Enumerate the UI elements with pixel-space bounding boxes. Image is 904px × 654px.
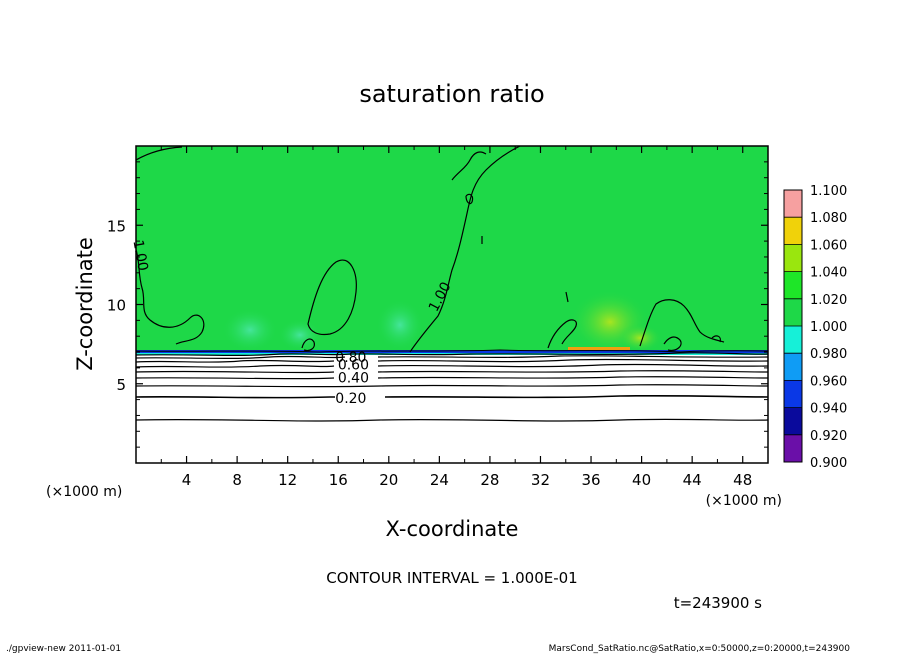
y-tick-label: 15 bbox=[107, 217, 126, 235]
colorbar-swatch bbox=[784, 298, 802, 326]
x-tick-label: 48 bbox=[733, 471, 752, 489]
x-unit-label: (×1000 m) bbox=[706, 493, 782, 509]
colorbar-label: 0.960 bbox=[810, 374, 847, 389]
colorbar-swatch bbox=[784, 434, 802, 462]
contour-label: 0.60 bbox=[338, 358, 369, 374]
x-ticks: 4 8 12 16 20 24 28 32 36 40 44 48 bbox=[160, 146, 752, 489]
colorbar-label: 0.920 bbox=[810, 429, 847, 444]
contour-label: 0.80 bbox=[335, 350, 366, 366]
colorbar-swatch bbox=[784, 326, 802, 354]
moist-patch bbox=[278, 319, 322, 351]
x-tick-label: 24 bbox=[430, 471, 449, 489]
supersat-patch bbox=[618, 324, 662, 352]
colorbar-label: 0.900 bbox=[810, 456, 847, 471]
colorbar-label: 1.000 bbox=[810, 320, 847, 335]
colorbar-label: 1.100 bbox=[810, 184, 847, 199]
colorbar-swatch bbox=[784, 380, 802, 408]
x-tick-label: 32 bbox=[531, 471, 550, 489]
moist-patch bbox=[222, 308, 278, 352]
contour-lines bbox=[136, 146, 768, 422]
contour-label: 0.40 bbox=[338, 370, 369, 386]
colorbar-label: 1.080 bbox=[810, 211, 847, 226]
colorbar-label: 1.020 bbox=[810, 293, 847, 308]
colorbar-swatch bbox=[784, 244, 802, 272]
contour-interval-text: CONTOUR INTERVAL = 1.000E-01 bbox=[326, 569, 577, 587]
y-tick-label: 10 bbox=[107, 297, 126, 315]
colorbar-label: 0.980 bbox=[810, 347, 847, 362]
colorbar-label: 1.040 bbox=[810, 266, 847, 281]
x-tick-label: 12 bbox=[278, 471, 297, 489]
contour-label: 0.20 bbox=[335, 391, 366, 407]
moist-patch bbox=[376, 299, 424, 351]
colorbar-swatch bbox=[784, 353, 802, 381]
contour-label: 1.00 bbox=[129, 239, 150, 272]
time-text: t=243900 s bbox=[674, 594, 762, 612]
x-tick-label: 16 bbox=[329, 471, 348, 489]
y-ticks: 5 10 15 bbox=[107, 161, 768, 448]
y-axis-title: Z-coordinate bbox=[73, 237, 97, 371]
footer-right: MarsCond_SatRatio.nc@SatRatio,x=0:50000,… bbox=[549, 644, 851, 654]
x-tick-label: 40 bbox=[632, 471, 651, 489]
warm-streak bbox=[568, 347, 630, 350]
x-tick-label: 28 bbox=[480, 471, 499, 489]
colorbar: 0.900 0.920 0.940 0.960 0.980 1.000 1.020 1.040… bbox=[783, 184, 847, 471]
chart-title: saturation ratio bbox=[359, 80, 544, 108]
colorbar-label: 0.940 bbox=[810, 402, 847, 417]
colorbar-swatch bbox=[784, 271, 802, 299]
x-tick-label: 8 bbox=[232, 471, 242, 489]
colorbar-swatch bbox=[784, 217, 802, 245]
y-unit-label: (×1000 m) bbox=[46, 484, 122, 500]
x-tick-label: 20 bbox=[379, 471, 398, 489]
x-axis-title: X-coordinate bbox=[386, 517, 519, 541]
colorbar-swatch bbox=[784, 190, 802, 218]
x-tick-label: 36 bbox=[581, 471, 600, 489]
x-tick-label: 4 bbox=[182, 471, 192, 489]
boundary-band-dark bbox=[136, 350, 768, 353]
x-tick-label: 44 bbox=[683, 471, 702, 489]
heatmap-field bbox=[136, 146, 768, 463]
footer-left: ./gpview-new 2011-01-01 bbox=[6, 644, 121, 654]
colorbar-label: 1.060 bbox=[810, 238, 847, 253]
colorbar-swatch bbox=[784, 407, 802, 435]
y-tick-label: 5 bbox=[116, 376, 126, 394]
